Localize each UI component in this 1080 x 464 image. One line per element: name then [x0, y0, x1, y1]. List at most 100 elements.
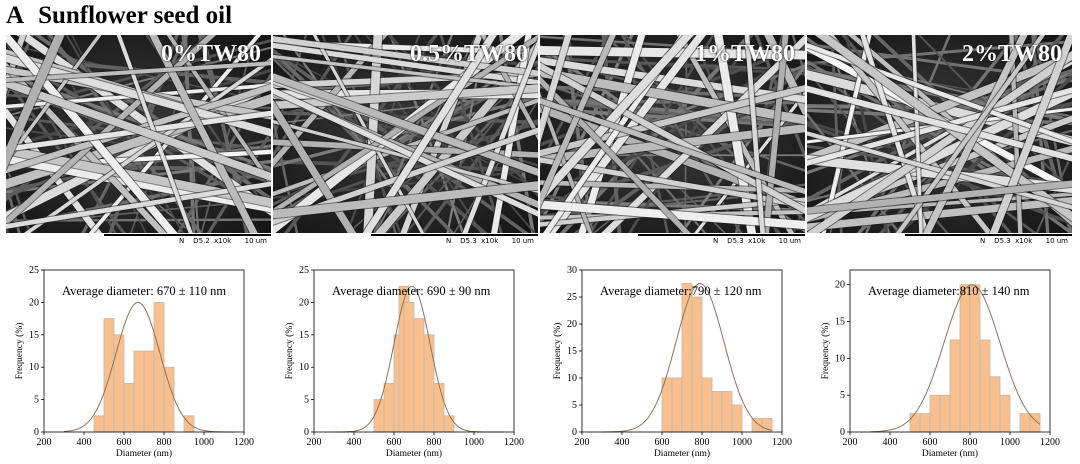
- y-tick-label: 0: [840, 427, 845, 438]
- fiber: [362, 35, 497, 233]
- fiber: [923, 35, 1028, 233]
- plot-frame: [849, 269, 1051, 433]
- gaussian-fit-curve: [63, 301, 234, 433]
- scale-bar: N D5.3 x10k 10 um: [807, 233, 1072, 247]
- y-tick-label: 5: [304, 395, 309, 406]
- fiber: [273, 36, 538, 77]
- histogram-bar: [143, 350, 155, 433]
- x-tick-label: 600: [923, 437, 938, 448]
- fiber: [744, 35, 765, 233]
- scale-bar: N D5.2 x10k 10 um: [6, 233, 271, 247]
- plot-frame: [313, 269, 515, 433]
- fiber: [807, 52, 1072, 164]
- scale-bar-meta: N D5.3 x10k 10 um: [713, 237, 801, 245]
- fiber: [807, 43, 1072, 144]
- histogram-bar: [133, 350, 145, 433]
- sem-image-3: 1%TW80: [540, 35, 805, 233]
- fiber: [23, 57, 271, 233]
- y-tick-label: 10: [299, 362, 309, 373]
- plot-frame: [43, 269, 245, 433]
- y-tick-label: 15: [29, 330, 39, 341]
- x-tick-label: 1200: [234, 437, 254, 448]
- histogram-bar: [153, 302, 165, 433]
- fiber: [383, 70, 538, 233]
- fiber: [6, 35, 65, 170]
- figure-title: A Sunflower seed oil: [6, 2, 232, 30]
- scale-bar-line: [104, 234, 271, 236]
- scale-bar-meta: N D5.3 x10k 10 um: [446, 237, 534, 245]
- histogram-bar: [183, 415, 195, 433]
- fiber: [273, 54, 538, 90]
- fiber: [166, 35, 271, 187]
- fiber: [807, 85, 1072, 162]
- average-diameter-annotation: Average diameter:810 ± 140 nm: [868, 284, 1030, 298]
- sem-image-4: 2%TW80: [807, 35, 1072, 233]
- fiber: [6, 181, 271, 229]
- x-tick-label: 1200: [1040, 437, 1060, 448]
- histogram-bar: [1019, 413, 1031, 433]
- gaussian-fit-curve: [869, 284, 1041, 433]
- fiber: [6, 62, 168, 233]
- x-axis-label: Diameter (nm): [654, 448, 710, 459]
- histogram-bar: [929, 394, 941, 433]
- y-tick-label: 15: [299, 330, 309, 341]
- histogram-bar: [123, 383, 135, 433]
- y-axis-label: Frequency (%): [820, 323, 831, 380]
- average-diameter-annotation: Average diameter:790 ± 120 nm: [600, 284, 762, 298]
- scale-bar-line: [905, 234, 1072, 236]
- fiber: [1035, 150, 1072, 233]
- x-tick-label: 600: [655, 437, 670, 448]
- histogram-4: 200 400 600 800 1000 1200 0 5 10 15 20 Diameter (nm…: [814, 262, 1064, 462]
- scale-bar-line: [371, 234, 538, 236]
- fiber: [405, 65, 538, 233]
- x-tick-label: 1000: [464, 437, 484, 448]
- fiber: [540, 97, 805, 195]
- y-tick-label: 15: [567, 346, 577, 357]
- figure-heading: Sunflower seed oil: [38, 2, 233, 29]
- y-tick-label: 0: [304, 427, 309, 438]
- y-tick-label: 20: [29, 297, 39, 308]
- fiber: [6, 35, 178, 233]
- y-axis-label: Frequency (%): [14, 323, 25, 380]
- fiber: [895, 35, 1046, 233]
- y-tick-label: 25: [567, 292, 577, 303]
- x-axis-label: Diameter (nm): [386, 448, 442, 459]
- x-tick-label: 1000: [732, 437, 752, 448]
- histogram-bar: [711, 391, 723, 433]
- fiber: [540, 35, 616, 209]
- histogram-bar: [701, 377, 713, 433]
- fiber: [273, 35, 538, 215]
- y-tick-label: 5: [34, 395, 39, 406]
- x-axis-label: Diameter (nm): [116, 448, 172, 459]
- histogram-bar: [731, 404, 743, 433]
- histogram-bar: [423, 334, 435, 433]
- x-tick-label: 600: [117, 437, 132, 448]
- fiber: [491, 35, 532, 233]
- histogram-bar: [721, 391, 733, 433]
- fiber: [807, 112, 901, 233]
- x-tick-label: 200: [575, 437, 590, 448]
- fiber: [856, 35, 1019, 233]
- y-tick-label: 5: [572, 400, 577, 411]
- y-tick-label: 10: [29, 362, 39, 373]
- fiber: [200, 35, 256, 233]
- y-tick-label: 15: [835, 317, 845, 328]
- fiber: [273, 119, 538, 193]
- x-tick-label: 200: [37, 437, 52, 448]
- x-tick-label: 600: [387, 437, 402, 448]
- average-diameter-annotation: Average diameter: 670 ± 110 nm: [62, 284, 226, 298]
- fiber: [420, 75, 538, 233]
- fiber: [462, 39, 538, 233]
- scale-bar-meta: N D5.2 x10k 10 um: [179, 237, 267, 245]
- histogram-bar: [989, 376, 1001, 433]
- y-tick-label: 10: [835, 353, 845, 364]
- x-tick-label: 200: [307, 437, 322, 448]
- fiber: [540, 84, 805, 157]
- fiber: [273, 35, 308, 144]
- fiber: [540, 75, 691, 233]
- fiber: [6, 35, 102, 165]
- histogram-bar: [999, 394, 1011, 433]
- gaussian-fit-curve: [602, 282, 773, 433]
- x-tick-label: 400: [347, 437, 362, 448]
- fiber: [273, 57, 454, 233]
